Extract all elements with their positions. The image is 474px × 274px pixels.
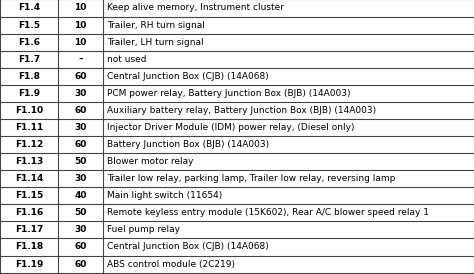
- Text: not used: not used: [107, 55, 146, 64]
- Text: 60: 60: [74, 106, 87, 115]
- Text: Remote keyless entry module (15K602), Rear A/C blower speed relay 1: Remote keyless entry module (15K602), Re…: [107, 208, 428, 217]
- Bar: [0, 187, 474, 204]
- Text: 50: 50: [74, 157, 87, 166]
- Text: Auxiliary battery relay, Battery Junction Box (BJB) (14A003): Auxiliary battery relay, Battery Junctio…: [107, 106, 376, 115]
- Bar: [0, 136, 474, 153]
- Text: 50: 50: [74, 208, 87, 217]
- Text: 10: 10: [74, 38, 87, 47]
- Text: Fuel pump relay: Fuel pump relay: [107, 226, 180, 234]
- Text: Keep alive memory, Instrument cluster: Keep alive memory, Instrument cluster: [107, 4, 283, 13]
- Text: 30: 30: [74, 174, 87, 183]
- Text: Central Junction Box (CJB) (14A068): Central Junction Box (CJB) (14A068): [107, 72, 268, 81]
- Text: F1.10: F1.10: [15, 106, 43, 115]
- Text: PCM power relay, Battery Junction Box (BJB) (14A003): PCM power relay, Battery Junction Box (B…: [107, 89, 350, 98]
- Text: Blower motor relay: Blower motor relay: [107, 157, 193, 166]
- Text: Main light switch (11654): Main light switch (11654): [107, 191, 222, 200]
- Text: F1.8: F1.8: [18, 72, 40, 81]
- Bar: [0, 16, 474, 34]
- Text: –: –: [78, 55, 82, 64]
- Text: F1.9: F1.9: [18, 89, 40, 98]
- Text: 30: 30: [74, 89, 87, 98]
- Text: F1.14: F1.14: [15, 174, 43, 183]
- Text: Trailer, RH turn signal: Trailer, RH turn signal: [107, 21, 204, 30]
- Text: F1.19: F1.19: [15, 259, 43, 269]
- Bar: [0, 85, 474, 102]
- Bar: [0, 34, 474, 51]
- Text: F1.18: F1.18: [15, 242, 43, 252]
- Text: 60: 60: [74, 259, 87, 269]
- Text: F1.12: F1.12: [15, 140, 43, 149]
- Text: F1.17: F1.17: [15, 226, 43, 234]
- Bar: [0, 170, 474, 187]
- Bar: [0, 0, 474, 16]
- Text: 60: 60: [74, 72, 87, 81]
- Bar: [0, 255, 474, 273]
- Text: Trailer, LH turn signal: Trailer, LH turn signal: [107, 38, 203, 47]
- Bar: [0, 119, 474, 136]
- Text: Trailer low relay, parking lamp, Trailer low relay, reversing lamp: Trailer low relay, parking lamp, Trailer…: [107, 174, 395, 183]
- Text: F1.5: F1.5: [18, 21, 40, 30]
- Text: 30: 30: [74, 226, 87, 234]
- Text: 40: 40: [74, 191, 87, 200]
- Text: 30: 30: [74, 123, 87, 132]
- Text: F1.15: F1.15: [15, 191, 43, 200]
- Text: 60: 60: [74, 140, 87, 149]
- Bar: [0, 153, 474, 170]
- Text: 60: 60: [74, 242, 87, 252]
- Text: Injector Driver Module (IDM) power relay, (Diesel only): Injector Driver Module (IDM) power relay…: [107, 123, 354, 132]
- Bar: [0, 68, 474, 85]
- Text: Central Junction Box (CJB) (14A068): Central Junction Box (CJB) (14A068): [107, 242, 268, 252]
- Text: F1.6: F1.6: [18, 38, 40, 47]
- Text: ABS control module (2C219): ABS control module (2C219): [107, 259, 235, 269]
- Bar: [0, 204, 474, 221]
- Text: F1.4: F1.4: [18, 4, 40, 13]
- Bar: [0, 221, 474, 238]
- Text: 10: 10: [74, 4, 87, 13]
- Bar: [0, 102, 474, 119]
- Text: F1.7: F1.7: [18, 55, 40, 64]
- Bar: [0, 51, 474, 68]
- Text: 10: 10: [74, 21, 87, 30]
- Text: F1.13: F1.13: [15, 157, 43, 166]
- Bar: [0, 238, 474, 255]
- Text: F1.16: F1.16: [15, 208, 43, 217]
- Text: F1.11: F1.11: [15, 123, 43, 132]
- Text: Battery Junction Box (BJB) (14A003): Battery Junction Box (BJB) (14A003): [107, 140, 269, 149]
